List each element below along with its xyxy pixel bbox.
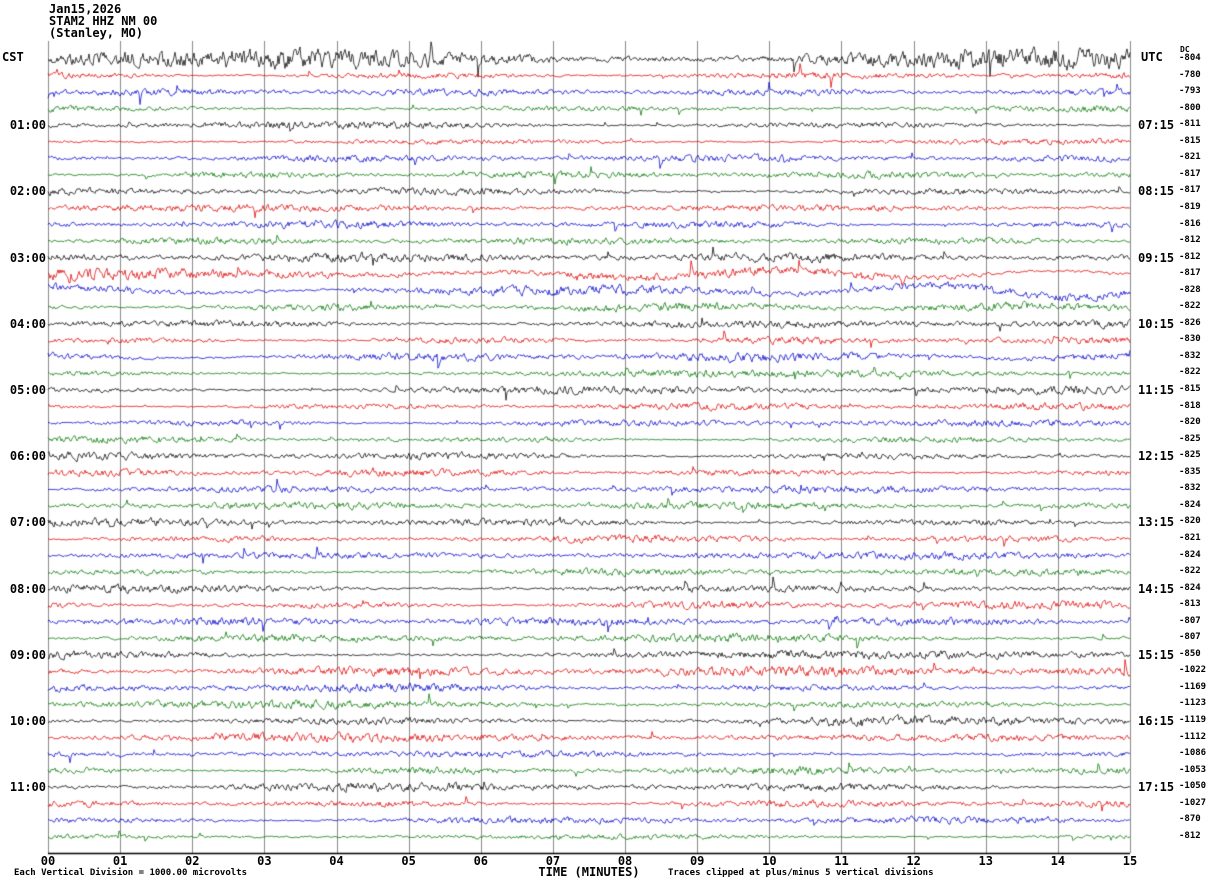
dc-offset-label: -1169 [1179,681,1207,692]
dc-offset-label: -817 [1179,268,1201,279]
dc-offset-label: -1027 [1179,797,1207,808]
dc-offset-label: -815 [1179,135,1201,146]
right-time-label: 08:15 [1138,184,1175,199]
dc-offset-label: -1050 [1179,781,1207,792]
dc-offset-label: -820 [1179,516,1201,527]
dc-offset-label: -815 [1179,384,1201,394]
left-time-label: 11:00 [9,780,46,795]
dc-offset-label: -822 [1179,367,1201,378]
dc-offset-label: -832 [1179,350,1201,361]
dc-offset-label: -818 [1179,400,1201,411]
dc-offset-label: -780 [1179,69,1201,80]
dc-offset-label: -821 [1179,532,1201,543]
dc-offset-label: -1022 [1179,665,1207,676]
left-time-label: 07:00 [9,515,46,530]
dc-offset-label: -830 [1179,334,1201,345]
dc-offset-label: -850 [1179,648,1201,659]
left-time-label: 09:00 [9,647,46,662]
dc-offset-label: -825 [1179,433,1201,444]
dc-offset-label: -807 [1179,615,1201,626]
dc-offset-label: -817 [1179,168,1201,179]
x-axis-tick-label: 00 [40,854,56,868]
dc-offset-label: -870 [1179,814,1201,825]
x-axis-tick-label: 11 [834,854,849,868]
dc-offset-label: -824 [1179,582,1201,593]
dc-offset-label: -816 [1179,218,1201,229]
clip-note: Traces clipped at plus/minus 5 vertical … [668,868,934,878]
title-date: Jan15,2026 [49,2,122,16]
left-time-label: 06:00 [9,449,46,464]
dc-offset-label: -824 [1179,499,1201,510]
right-timezone-header: UTC [1141,50,1163,64]
dc-offset-label: -812 [1179,251,1201,262]
x-axis-tick-label: 05 [401,854,416,868]
right-time-label: 17:15 [1138,780,1175,795]
dc-offset-label: -819 [1179,201,1201,212]
title-station: STAM2 HHZ NM 00 [49,14,158,28]
dc-offset-label: -835 [1179,466,1201,477]
dc-offset-label: -804 [1179,53,1201,63]
x-axis-tick-label: 13 [978,854,993,868]
x-axis-tick-label: 06 [473,854,489,868]
x-axis-title: TIME (MINUTES) [538,865,640,879]
dc-offset-label: -1123 [1179,698,1207,709]
x-axis-tick-label: 04 [329,854,344,868]
x-axis-tick-label: 08 [617,854,633,868]
dc-offset-label: -807 [1179,632,1201,643]
x-axis-tick-label: 09 [689,854,705,868]
dc-offset-label: -1053 [1179,764,1207,775]
x-axis-tick-label: 14 [1050,854,1066,868]
right-time-label: 09:15 [1138,250,1175,265]
left-time-label: 08:00 [9,581,46,596]
x-axis-tick-label: 15 [1122,854,1138,868]
dc-offset-label: -822 [1179,566,1201,577]
right-time-label: 16:15 [1138,714,1175,728]
right-time-label: 14:15 [1138,581,1175,596]
dc-offset-label: -822 [1179,301,1201,312]
dc-offset-label: -793 [1179,86,1201,97]
x-axis-tick-label: 03 [257,854,272,868]
dc-offset-label: -820 [1179,417,1201,428]
title-location: (Stanley, MO) [49,26,143,40]
right-time-label: 13:15 [1138,515,1175,530]
dc-offset-label: -812 [1179,830,1201,841]
x-axis-tick-label: 07 [545,854,561,868]
left-time-label: 05:00 [9,383,46,397]
dc-offset-label: -811 [1179,119,1201,130]
dc-offset-label: -832 [1179,483,1201,494]
dc-offset-label: -812 [1179,235,1201,246]
dc-offset-label: -825 [1179,450,1201,461]
left-time-label: 01:00 [9,118,46,133]
dc-offset-label: -1086 [1179,748,1207,759]
left-time-label: 10:00 [9,714,46,728]
dc-offset-header: DC [1180,45,1190,54]
left-timezone-header: CST [2,50,24,64]
scale-note: Each Vertical Division = 1000.00 microvo… [14,868,247,878]
dc-offset-label: -821 [1179,152,1201,163]
x-axis-tick-label: 01 [112,854,128,868]
right-time-label: 07:15 [1138,118,1175,133]
left-time-label: 03:00 [9,250,46,265]
dc-offset-label: -800 [1179,102,1201,113]
right-time-label: 15:15 [1138,647,1175,662]
right-time-label: 10:15 [1138,316,1175,331]
left-time-label: 02:00 [9,184,46,199]
x-axis-tick-label: 12 [906,854,921,868]
right-time-label: 11:15 [1138,383,1175,397]
dc-offset-label: -1112 [1179,731,1207,742]
x-axis-tick-label: 02 [185,854,200,868]
dc-offset-label: -1119 [1179,715,1207,725]
left-time-label: 04:00 [9,316,46,331]
x-axis-tick-label: 10 [762,854,777,868]
right-time-label: 12:15 [1138,449,1175,464]
dc-offset-label: -826 [1179,317,1201,328]
dc-offset-label: -824 [1179,549,1201,560]
dc-offset-label: -817 [1179,185,1201,196]
dc-offset-label: -828 [1179,284,1201,295]
dc-offset-label: -813 [1179,599,1201,610]
